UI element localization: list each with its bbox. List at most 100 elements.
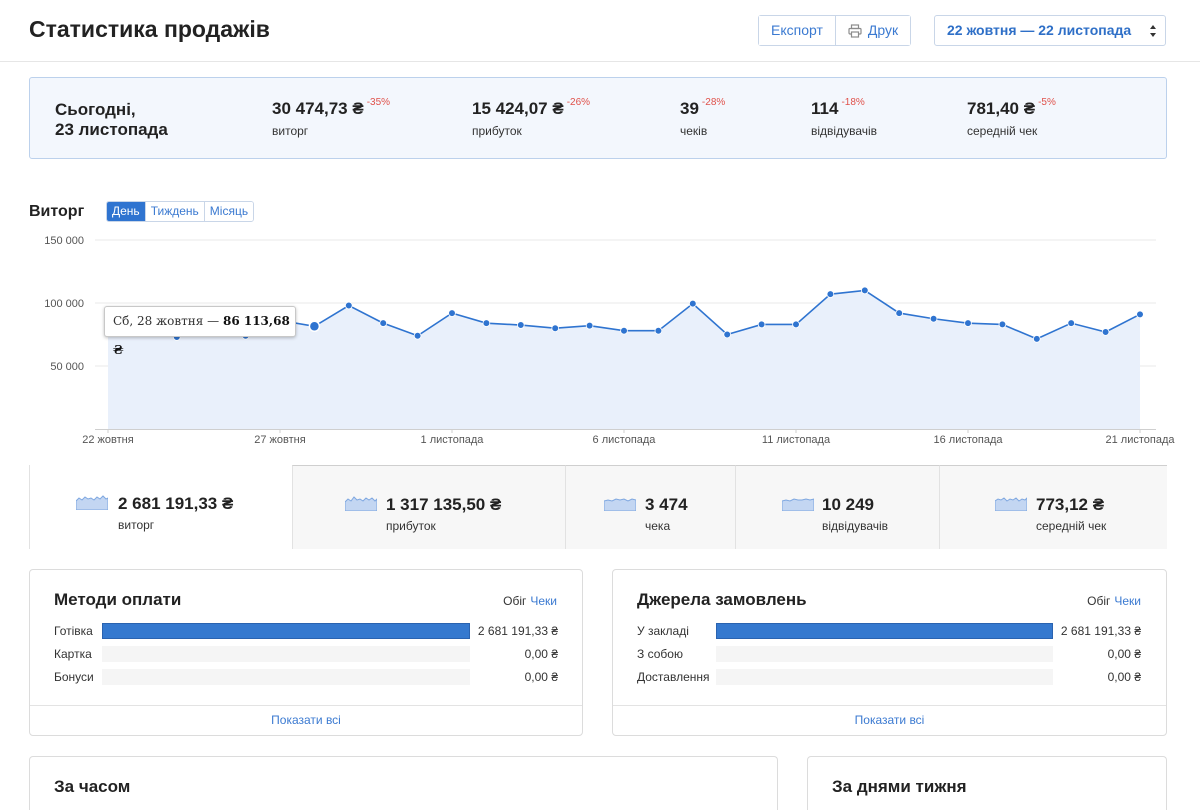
period-week-button[interactable]: Тиждень — [144, 202, 204, 221]
row-value: 0,00 ₴ — [524, 670, 558, 684]
row-label: З собою — [637, 647, 683, 661]
stat-value: 15 424,07 ₴ — [472, 99, 564, 118]
stat-value: 781,40 ₴ — [967, 99, 1036, 118]
y-tick-label: 150 000 — [44, 235, 84, 247]
stat-change: -5% — [1038, 97, 1056, 108]
data-point — [654, 326, 663, 335]
printer-icon — [848, 23, 862, 38]
payment-row-card: Картка 0,00 ₴ — [54, 646, 558, 662]
stat-value: 30 474,73 ₴ — [272, 99, 364, 118]
data-point-highlighted — [308, 320, 321, 333]
data-point — [344, 301, 353, 310]
total-visitors[interactable]: 10 249 відвідувачів — [735, 465, 939, 549]
row-value: 2 681 191,33 ₴ — [477, 624, 558, 638]
stat-label: відвідувачів — [811, 124, 878, 138]
data-point — [620, 326, 628, 335]
payment-methods-title: Методи оплати — [54, 590, 182, 609]
total-avg-check[interactable]: 773,12 ₴ середній чек — [939, 465, 1167, 549]
toggle-turnover[interactable]: Обіг — [503, 594, 527, 608]
data-point — [482, 319, 491, 327]
payment-methods-show-all-link[interactable]: Показати всі — [30, 705, 582, 735]
source-row-takeaway: З собою 0,00 ₴ — [637, 646, 1141, 662]
order-sources-show-all-link[interactable]: Показати всі — [613, 705, 1166, 735]
period-month-button[interactable]: Місяць — [203, 202, 254, 221]
order-sources-toggle: Обіг Чеки — [1087, 594, 1141, 608]
today-stat-profit: 15 424,07 ₴ -26% прибуток — [472, 97, 590, 138]
total-value: 2 681 191,33 ₴ — [118, 494, 234, 513]
sort-arrows-icon — [1150, 25, 1156, 37]
toggle-receipts-link[interactable]: Чеки — [530, 594, 557, 608]
date-range-value: 22 жовтня — 22 листопада — [947, 22, 1132, 38]
row-label: Картка — [54, 647, 92, 661]
total-profit[interactable]: 1 317 135,50 ₴ прибуток — [292, 465, 565, 549]
toggle-turnover[interactable]: Обіг — [1087, 594, 1111, 608]
x-tick-label: 27 жовтня — [254, 434, 305, 446]
print-label: Друк — [867, 22, 899, 38]
source-row-dine-in: У закладі 2 681 191,33 ₴ — [637, 623, 1141, 639]
x-tick-label: 11 листопада — [762, 434, 831, 446]
data-point — [757, 320, 766, 329]
export-label: Експорт — [771, 22, 823, 38]
stat-label: чеків — [680, 124, 708, 138]
data-point — [413, 331, 422, 340]
x-tick-label: 21 листопада — [1106, 434, 1176, 446]
stat-label: виторг — [272, 124, 309, 138]
row-value: 0,00 ₴ — [1107, 647, 1141, 661]
today-summary-panel: Сьогодні, 23 листопада 30 474,73 ₴ -35% в… — [29, 77, 1167, 159]
total-value: 773,12 ₴ — [1036, 495, 1105, 514]
data-point — [688, 299, 697, 308]
data-point — [585, 321, 594, 330]
row-bar-fill — [716, 623, 1053, 639]
by-weekday-title: За днями тижня — [832, 777, 967, 796]
payment-row-bonuses: Бонуси 0,00 ₴ — [54, 669, 558, 685]
today-stat-visitors: 114 -18% відвідувачів — [811, 97, 878, 138]
toggle-receipts-link[interactable]: Чеки — [1114, 594, 1141, 608]
data-point — [723, 330, 731, 339]
revenue-title: Виторг — [29, 203, 85, 220]
payment-methods-card: Методи оплати Обіг Чеки Готівка 2 681 191… — [29, 569, 583, 736]
by-time-title: За часом — [54, 777, 131, 796]
row-bar-track — [716, 646, 1053, 662]
row-label: Бонуси — [54, 670, 94, 684]
x-tick-label: 1 листопада — [421, 434, 485, 446]
data-point — [826, 290, 835, 298]
order-sources-card: Джерела замовлень Обіг Чеки У закладі 2 6… — [612, 569, 1167, 736]
order-sources-title: Джерела замовлень — [637, 590, 807, 609]
total-receipts[interactable]: 3 474 чека — [565, 465, 735, 549]
row-bar-fill — [102, 623, 470, 639]
data-point — [551, 324, 559, 332]
stat-value: 114 — [811, 99, 839, 118]
row-value: 0,00 ₴ — [524, 647, 558, 661]
data-point — [448, 309, 456, 317]
data-point — [792, 320, 800, 329]
by-weekday-card: За днями тижня — [807, 756, 1167, 810]
today-stat-avg-check: 781,40 ₴ -5% середній чек — [967, 97, 1056, 138]
export-button[interactable]: Експорт — [759, 16, 835, 45]
total-label: виторг — [118, 518, 155, 532]
payment-methods-toggle: Обіг Чеки — [503, 594, 557, 608]
stat-change: -35% — [366, 97, 391, 108]
data-point — [1136, 310, 1144, 319]
stat-change: -28% — [701, 97, 726, 108]
print-button[interactable]: Друк — [834, 16, 911, 45]
row-label: Доставлення — [637, 670, 710, 684]
row-bar-track — [102, 623, 470, 639]
data-point — [860, 286, 869, 295]
data-point — [1067, 319, 1075, 327]
revenue-chart: 150 000 100 000 50 000 22 жовтня 27 жовтня 1 … — [44, 235, 1176, 446]
total-label: прибуток — [386, 519, 436, 533]
data-point — [998, 320, 1007, 329]
x-tick-label: 6 листопада — [593, 434, 657, 446]
today-stat-revenue: 30 474,73 ₴ -35% виторг — [272, 97, 391, 138]
total-value: 3 474 — [645, 495, 688, 514]
chart-tooltip: Сб, 28 жовтня — 86 113,68 ₴ — [104, 306, 296, 357]
today-label: Сьогодні, 23 листопада — [55, 100, 168, 140]
total-revenue[interactable]: 2 681 191,33 ₴ виторг — [30, 465, 292, 549]
date-range-select[interactable]: 22 жовтня — 22 листопада — [934, 15, 1166, 46]
period-day-button[interactable]: День — [107, 202, 145, 221]
row-bar-track — [102, 669, 470, 685]
today-label-line1: Сьогодні, — [55, 100, 136, 119]
sparkline-icon — [782, 498, 814, 511]
sparkline-icon — [604, 498, 636, 511]
row-value: 0,00 ₴ — [1107, 670, 1141, 684]
